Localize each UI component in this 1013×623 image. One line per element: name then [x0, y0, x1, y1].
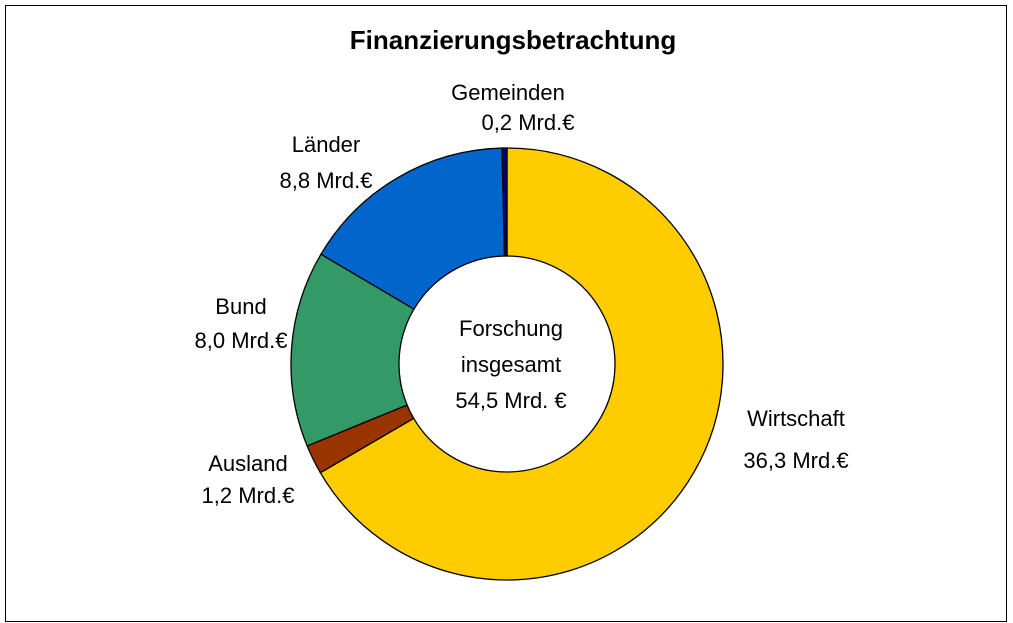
donut-segment: [501, 147, 508, 257]
value-label: 0,2 Mrd.€: [482, 110, 575, 135]
value-label: 8,8 Mrd.€: [280, 168, 373, 193]
category-label: Länder: [292, 132, 361, 157]
center-label: insgesamt: [461, 352, 561, 377]
value-label: 8,0 Mrd.€: [195, 328, 288, 353]
value-label: 1,2 Mrd.€: [202, 483, 295, 508]
category-label: Ausland: [208, 451, 288, 476]
donut-segment: [320, 147, 506, 310]
chart-title: Finanzierungsbetrachtung: [350, 25, 676, 55]
center-label: 54,5 Mrd. €: [455, 388, 566, 413]
donut-segment: [319, 147, 724, 581]
category-label: Bund: [215, 294, 266, 319]
donut-segment: [290, 253, 415, 447]
category-label: Gemeinden: [451, 80, 565, 105]
center-label: Forschung: [459, 316, 563, 341]
value-label: 36,3 Mrd.€: [743, 448, 848, 473]
category-label: Wirtschaft: [747, 406, 845, 431]
